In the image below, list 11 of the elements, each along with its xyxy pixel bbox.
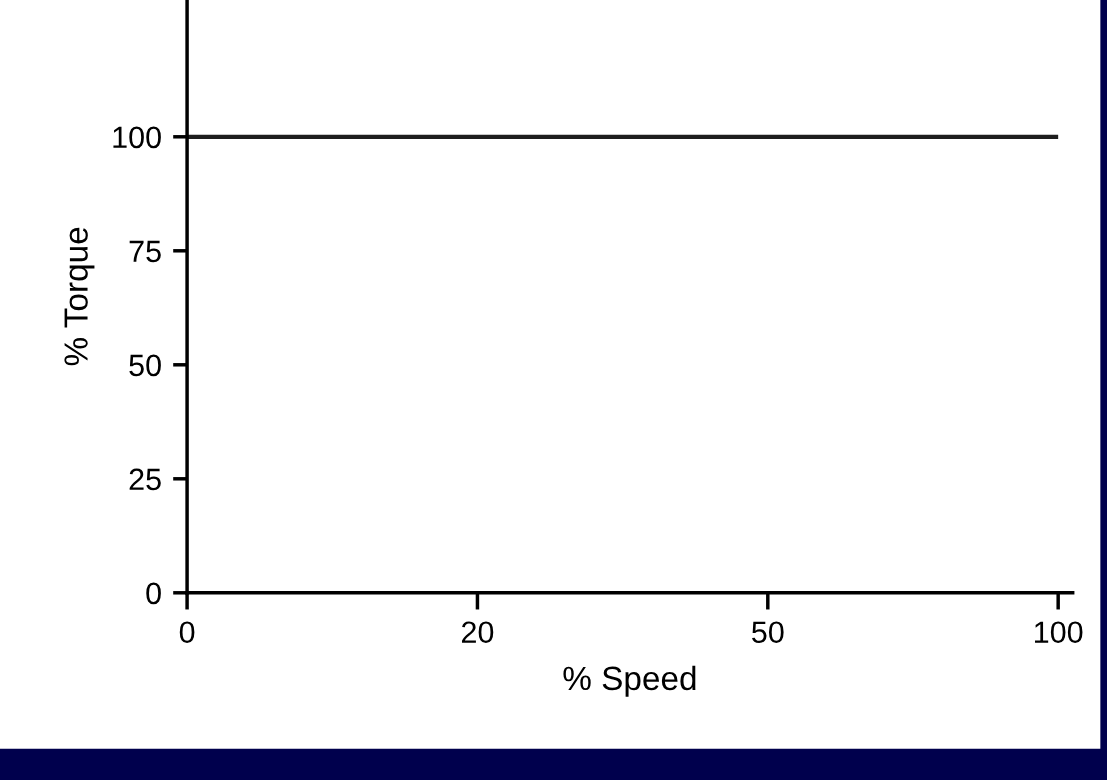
y-tick-label: 75	[129, 240, 161, 263]
y-tick-label: 100	[113, 126, 161, 149]
y-tick-label: 50	[129, 354, 161, 377]
x-axis-title: % Speed	[563, 665, 696, 697]
x-tick-label: 100	[1035, 621, 1083, 644]
y-tick-label: 25	[129, 468, 161, 491]
x-tick-label: 50	[752, 621, 784, 644]
y-tick-label: 0	[146, 582, 161, 605]
y-axis-title: % Torque	[64, 227, 95, 366]
x-tick-label: 20	[461, 621, 494, 644]
x-tick-label: 0	[179, 621, 195, 644]
